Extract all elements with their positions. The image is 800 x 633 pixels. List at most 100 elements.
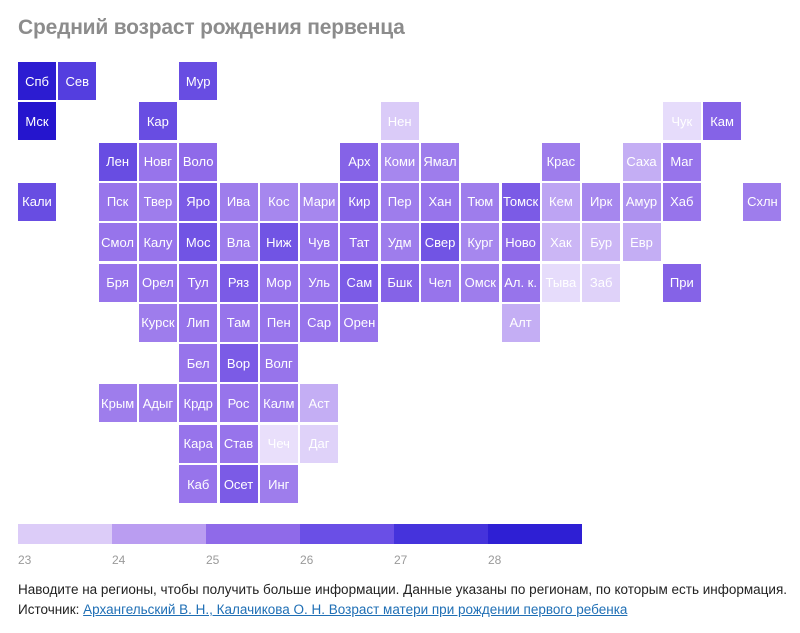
region-tile[interactable]: Лип (179, 303, 218, 342)
region-tile[interactable]: Нен (380, 102, 419, 141)
region-tile[interactable]: Мор (259, 263, 298, 302)
region-tile[interactable]: Орел (138, 263, 177, 302)
region-tile[interactable]: Кар (138, 102, 177, 141)
region-tile[interactable]: Кам (703, 102, 742, 141)
source-link[interactable]: Архангельский В. Н., Калачикова О. Н. Во… (83, 602, 628, 617)
region-tile[interactable]: Пск (98, 182, 137, 221)
region-tile[interactable]: Яро (179, 182, 218, 221)
scale-tick-label: 23 (18, 553, 32, 567)
region-tile[interactable]: Калу (138, 223, 177, 262)
region-tile[interactable]: Алт (501, 303, 540, 342)
region-tile[interactable]: Бря (98, 263, 137, 302)
region-tile[interactable]: Сар (300, 303, 339, 342)
region-tile[interactable]: Адыг (138, 384, 177, 423)
region-tile[interactable]: Новг (138, 142, 177, 181)
region-tile[interactable]: Амур (622, 182, 661, 221)
region-tile[interactable]: Осет (219, 465, 258, 503)
region-tile[interactable]: Вла (219, 223, 258, 262)
scale-tick-label: 24 (112, 553, 126, 567)
region-tile[interactable]: Саха (622, 142, 661, 181)
region-tile[interactable]: Пен (259, 303, 298, 342)
region-tile[interactable]: Ямал (421, 142, 459, 181)
region-tile[interactable]: Мур (179, 62, 218, 100)
region-tile[interactable]: Крас (541, 142, 580, 181)
scale-segment (394, 524, 488, 544)
region-tile[interactable]: Крым (98, 384, 137, 423)
region-tile[interactable]: Тат (340, 223, 379, 262)
region-tile[interactable]: Каб (179, 465, 218, 503)
region-tile[interactable]: Аст (300, 384, 339, 423)
region-tile[interactable]: Став (219, 424, 258, 463)
region-tile[interactable]: Курск (138, 303, 177, 342)
scale-segment (112, 524, 206, 544)
region-tile[interactable]: Евр (622, 223, 661, 262)
region-tile[interactable]: Хан (421, 182, 459, 221)
region-tile[interactable]: Тул (179, 263, 218, 302)
region-tile[interactable]: Ново (501, 223, 540, 262)
region-tile[interactable]: Кем (541, 182, 580, 221)
region-tile[interactable]: Волг (259, 344, 298, 383)
region-tile[interactable]: Уль (300, 263, 339, 302)
region-tile[interactable]: Инг (259, 465, 298, 503)
scale-segment (488, 524, 582, 544)
region-tile[interactable]: Пер (380, 182, 419, 221)
region-tile[interactable]: Ирк (582, 182, 621, 221)
chart-title: Средний возраст рождения первенца (18, 16, 405, 39)
region-tile[interactable]: Смол (98, 223, 137, 262)
region-tile[interactable]: Томск (501, 182, 540, 221)
region-tile[interactable]: Воло (179, 142, 218, 181)
scale-segment (206, 524, 300, 544)
region-tile[interactable]: Кара (179, 424, 218, 463)
region-tile[interactable]: Бел (179, 344, 218, 383)
region-tile[interactable]: Ива (219, 182, 258, 221)
region-tile[interactable]: Маг (662, 142, 701, 181)
region-tile[interactable]: Чеч (259, 424, 298, 463)
region-tile[interactable]: Коми (380, 142, 419, 181)
region-tile[interactable]: Удм (380, 223, 419, 262)
region-tile[interactable]: Кир (340, 182, 379, 221)
region-tile[interactable]: Ниж (259, 223, 298, 262)
scale-segment (18, 524, 112, 544)
region-tile[interactable]: Омск (461, 263, 500, 302)
region-tile[interactable]: Даг (300, 424, 339, 463)
region-tile[interactable]: Вор (219, 344, 258, 383)
region-tile[interactable]: Кали (18, 182, 56, 221)
scale-tick-label: 26 (300, 553, 314, 567)
region-tile[interactable]: Тюм (461, 182, 500, 221)
region-tile[interactable]: Бшк (380, 263, 419, 302)
region-tile[interactable]: Тыва (541, 263, 580, 302)
region-tile[interactable]: Ряз (219, 263, 258, 302)
region-tile[interactable]: Мари (300, 182, 339, 221)
region-tile[interactable]: Твер (138, 182, 177, 221)
region-tile[interactable]: Чел (421, 263, 459, 302)
region-tile[interactable]: Сам (340, 263, 379, 302)
scale-tick-label: 28 (488, 553, 502, 567)
region-tile[interactable]: Арх (340, 142, 379, 181)
scale-tick-label: 27 (394, 553, 408, 567)
region-tile[interactable]: Сев (58, 62, 97, 100)
footer-note: Наводите на регионы, чтобы получить боль… (18, 580, 788, 620)
region-tile[interactable]: Там (219, 303, 258, 342)
scale-tick-label: 25 (206, 553, 220, 567)
region-tile[interactable]: Хак (541, 223, 580, 262)
region-tile[interactable]: Мск (18, 102, 56, 141)
footer-text: Наводите на регионы, чтобы получить боль… (18, 582, 788, 617)
region-tile[interactable]: Чув (300, 223, 339, 262)
region-tile[interactable]: При (662, 263, 701, 302)
region-tile[interactable]: Крдр (179, 384, 218, 423)
region-tile[interactable]: Кос (259, 182, 298, 221)
region-tile[interactable]: Орен (340, 303, 379, 342)
region-tile[interactable]: Лен (98, 142, 137, 181)
region-tile[interactable]: Бур (582, 223, 621, 262)
region-tile[interactable]: Калм (259, 384, 298, 423)
region-tile[interactable]: Мос (179, 223, 218, 262)
region-tile[interactable]: Кург (461, 223, 500, 262)
region-tile[interactable]: Хаб (662, 182, 701, 221)
region-tile[interactable]: Схлн (743, 182, 782, 221)
region-tile[interactable]: Ал. к. (501, 263, 540, 302)
region-tile[interactable]: Спб (18, 62, 56, 100)
region-tile[interactable]: Заб (582, 263, 621, 302)
region-tile[interactable]: Свер (421, 223, 459, 262)
region-tile[interactable]: Рос (219, 384, 258, 423)
region-tile[interactable]: Чук (662, 102, 701, 141)
